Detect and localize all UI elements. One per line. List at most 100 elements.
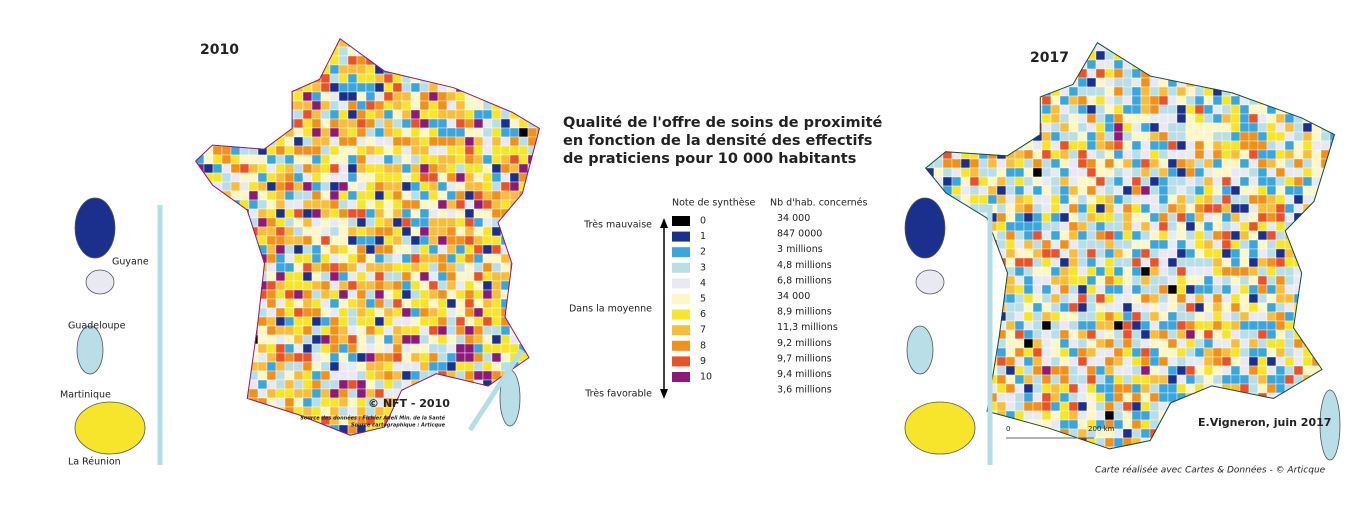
- map-cell: [1032, 167, 1043, 178]
- map-cell: [1023, 410, 1034, 421]
- map-cell: [1086, 284, 1097, 295]
- map-cell: [1014, 284, 1025, 295]
- map-cell: [1176, 257, 1187, 268]
- map-cell: [329, 370, 340, 381]
- legend-population: 11,3 millions: [777, 322, 838, 333]
- map-cell: [1194, 356, 1205, 367]
- map-cell: [347, 397, 358, 408]
- map-cell: [1032, 338, 1043, 349]
- map-cell: [473, 289, 484, 300]
- map-cell: [455, 55, 466, 66]
- map-cell: [1275, 131, 1286, 142]
- map-cell: [212, 307, 223, 318]
- map-cell: [1005, 203, 1016, 214]
- map-cell: [266, 91, 277, 102]
- territory: [906, 325, 934, 375]
- map-cell: [239, 190, 250, 201]
- map-cell: [275, 361, 286, 372]
- map-cell: [1293, 320, 1304, 331]
- map-cell: [1320, 284, 1331, 295]
- map-cell: [1014, 320, 1025, 331]
- map-cell: [195, 208, 205, 219]
- map-cell: [518, 244, 529, 255]
- map-cell: [320, 253, 331, 264]
- legend-population: 9,2 millions: [777, 338, 832, 349]
- map-cell: [464, 181, 475, 192]
- map-cell: [195, 244, 205, 255]
- map-cell: [518, 298, 529, 309]
- map-cell: [365, 433, 376, 436]
- map-cell: [518, 370, 529, 381]
- map-cell: [1158, 392, 1169, 403]
- map-cell: [293, 208, 304, 219]
- map-cell: [1032, 221, 1043, 232]
- map-cell: [195, 343, 205, 354]
- map-cell: [1059, 437, 1070, 448]
- map-cell: [1284, 95, 1295, 106]
- map-cell: [925, 131, 935, 142]
- map-cell: [356, 109, 367, 120]
- map-cell: [1131, 230, 1142, 241]
- map-cell: [1068, 383, 1079, 394]
- map-cell: [312, 443, 321, 452]
- map-cell: [1077, 140, 1088, 151]
- map-cell: [527, 361, 538, 372]
- map-cell: [329, 388, 340, 399]
- map-cell: [1257, 338, 1268, 349]
- map-cell: [1320, 185, 1331, 196]
- map-cell: [401, 208, 412, 219]
- map-cell: [221, 280, 232, 291]
- map-cell: [1149, 383, 1160, 394]
- map-cell: [1266, 248, 1277, 259]
- map-cell: [1122, 248, 1133, 259]
- map-cell: [1311, 158, 1322, 169]
- map-cell: [969, 239, 980, 250]
- map-cell: [1023, 194, 1034, 205]
- map-cell: [195, 190, 205, 201]
- map-cell: [942, 104, 953, 115]
- map-cell: [203, 190, 214, 201]
- map-cell: [320, 343, 331, 354]
- map-cell: [1293, 158, 1304, 169]
- map-cell: [1239, 185, 1250, 196]
- map-cell: [248, 154, 259, 165]
- map-cell: [221, 361, 232, 372]
- map-cell: [248, 163, 259, 174]
- map-cell: [1104, 266, 1115, 277]
- map-cell: [482, 253, 493, 264]
- map-cell: [996, 122, 1007, 133]
- map-cell: [951, 86, 962, 97]
- map-cell: [446, 343, 457, 354]
- map-cell: [356, 55, 367, 66]
- map-cell: [996, 383, 1007, 394]
- territory: [904, 197, 946, 259]
- map-cell: [1329, 203, 1335, 214]
- map-cell: [1122, 239, 1133, 250]
- map-cell: [473, 163, 484, 174]
- map-cell: [1005, 194, 1016, 205]
- map-cell: [230, 289, 241, 300]
- map-cell: [1221, 293, 1232, 304]
- map-cell: [969, 122, 980, 133]
- map-cell: [1311, 77, 1322, 88]
- map-cell: [1149, 158, 1160, 169]
- map-cell: [284, 343, 295, 354]
- map-cell: [374, 253, 385, 264]
- map-cell: [1005, 248, 1016, 259]
- map-cell: [302, 172, 313, 183]
- map-cell: [428, 244, 439, 255]
- map-cell: [221, 73, 232, 84]
- map-cell: [446, 352, 457, 363]
- map-cell: [933, 131, 944, 142]
- map-cell: [1176, 203, 1187, 214]
- map-cell: [365, 289, 376, 300]
- map-cell: [275, 316, 286, 327]
- map-cell: [347, 82, 358, 93]
- map-cell: [960, 212, 971, 223]
- map-cell: [311, 154, 322, 165]
- map-cell: [1257, 104, 1268, 115]
- map-cell: [455, 91, 466, 102]
- map-cell: [1194, 59, 1205, 70]
- map-cell: [1113, 392, 1124, 403]
- map-cell: [248, 91, 259, 102]
